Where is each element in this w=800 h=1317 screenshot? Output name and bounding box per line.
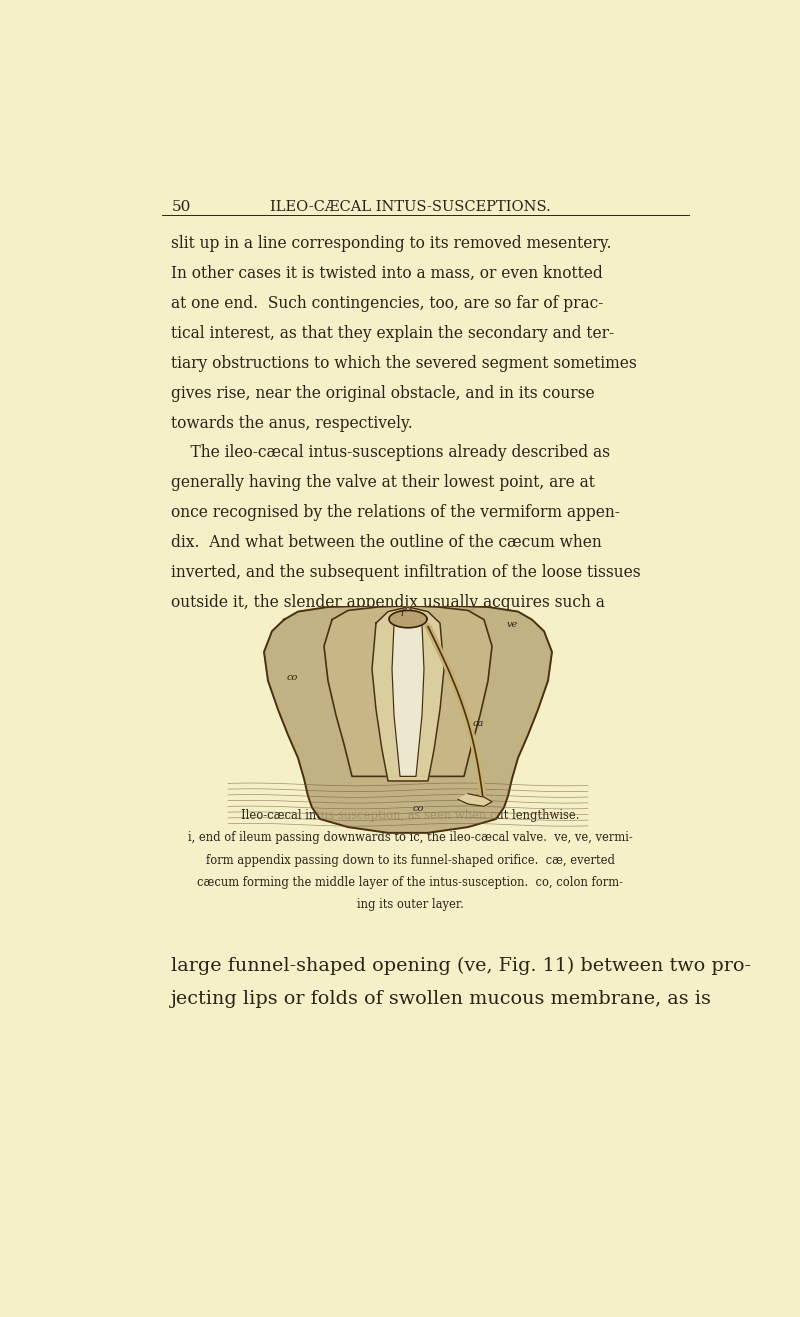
Text: ca: ca <box>472 719 484 728</box>
Polygon shape <box>372 607 444 781</box>
Text: large funnel-shaped opening (ve, Fig. 11) between two pro-: large funnel-shaped opening (ve, Fig. 11… <box>171 957 751 976</box>
Text: generally having the valve at their lowest point, are at: generally having the valve at their lowe… <box>171 474 595 491</box>
Text: Fig. 11.: Fig. 11. <box>382 619 438 633</box>
Text: The ileo-cæcal intus-susceptions already described as: The ileo-cæcal intus-susceptions already… <box>171 444 610 461</box>
Text: Ileo-cæcal intus-susception, as seen when cut lengthwise.: Ileo-cæcal intus-susception, as seen whe… <box>241 809 579 822</box>
Text: co: co <box>286 673 298 682</box>
Text: form appendix passing down to its funnel-shaped orifice.  cæ, everted: form appendix passing down to its funnel… <box>206 853 614 867</box>
Text: co: co <box>412 803 424 813</box>
Text: once recognised by the relations of the vermiform appen-: once recognised by the relations of the … <box>171 504 620 520</box>
Text: i, end of ileum passing downwards to ic, the ileo-cæcal valve.  ve, ve, vermi-: i, end of ileum passing downwards to ic,… <box>188 831 632 844</box>
Polygon shape <box>458 794 492 806</box>
Text: at one end.  Such contingencies, too, are so far of prac-: at one end. Such contingencies, too, are… <box>171 295 604 312</box>
Text: ILEO-CÆCAL INTUS-SUSCEPTIONS.: ILEO-CÆCAL INTUS-SUSCEPTIONS. <box>270 200 550 213</box>
Text: inverted, and the subsequent infiltration of the loose tissues: inverted, and the subsequent infiltratio… <box>171 564 641 581</box>
Text: 50: 50 <box>171 200 190 213</box>
Polygon shape <box>324 606 492 776</box>
Text: tiary obstructions to which the severed segment sometimes: tiary obstructions to which the severed … <box>171 354 637 371</box>
Polygon shape <box>392 607 424 776</box>
Text: gives rise, near the original obstacle, and in its course: gives rise, near the original obstacle, … <box>171 385 595 402</box>
Polygon shape <box>264 606 552 832</box>
Text: ve: ve <box>506 620 518 628</box>
Polygon shape <box>389 611 427 628</box>
Text: towards the anus, respectively.: towards the anus, respectively. <box>171 415 413 432</box>
Text: In other cases it is twisted into a mass, or even knotted: In other cases it is twisted into a mass… <box>171 265 603 282</box>
Text: cæcum forming the middle layer of the intus-susception.  co, colon form-: cæcum forming the middle layer of the in… <box>197 876 623 889</box>
Text: ing its outer layer.: ing its outer layer. <box>357 898 463 911</box>
Text: jecting lips or folds of swollen mucous membrane, as is: jecting lips or folds of swollen mucous … <box>171 989 712 1008</box>
Text: slit up in a line corresponding to its removed mesentery.: slit up in a line corresponding to its r… <box>171 236 612 252</box>
Text: tical interest, as that they explain the secondary and ter-: tical interest, as that they explain the… <box>171 325 614 342</box>
Text: dix.  And what between the outline of the cæcum when: dix. And what between the outline of the… <box>171 533 602 551</box>
Text: i: i <box>401 610 403 618</box>
Text: outside it, the slender appendix usually acquires such a: outside it, the slender appendix usually… <box>171 594 605 611</box>
